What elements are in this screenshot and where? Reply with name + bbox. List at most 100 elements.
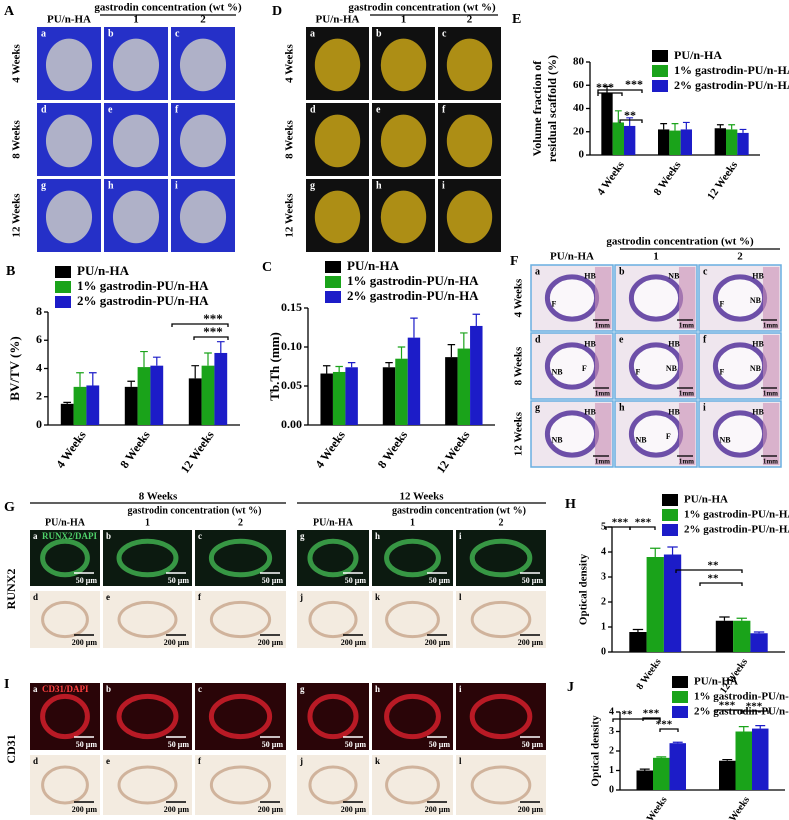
bar bbox=[733, 620, 751, 652]
cell-letter: c bbox=[198, 531, 202, 541]
significance-label: ** bbox=[708, 560, 720, 572]
tissue-ring bbox=[628, 410, 684, 458]
scale-label: 50 μm bbox=[429, 576, 451, 585]
cell-letter: i bbox=[175, 180, 178, 191]
row-label: 4 Weeks bbox=[513, 278, 525, 317]
bar bbox=[345, 367, 358, 425]
legend-label: 2% gastrodin-PU/n-HA bbox=[684, 524, 789, 536]
cell-letter: i bbox=[703, 402, 706, 413]
tissue bbox=[209, 600, 272, 639]
cell-letter: d bbox=[535, 334, 541, 345]
scale-label: 50 μm bbox=[522, 740, 544, 749]
error-bar bbox=[204, 352, 212, 366]
significance-label: *** bbox=[635, 517, 652, 529]
cell-marker: HB bbox=[752, 340, 764, 349]
panel-label: H bbox=[565, 497, 576, 512]
group-title: 12 Weeks bbox=[399, 491, 444, 503]
cell-marker: NB bbox=[720, 435, 732, 444]
significance-bracket bbox=[629, 526, 656, 530]
error-bar bbox=[385, 362, 393, 368]
x-tick-label: 8 Weeks bbox=[640, 795, 669, 820]
row-label: 8 Weeks bbox=[513, 346, 525, 385]
panel-label: C bbox=[262, 260, 272, 275]
significance-bracket bbox=[741, 710, 769, 714]
tissue bbox=[678, 403, 696, 465]
tissue bbox=[678, 335, 696, 397]
panel-label: F bbox=[510, 254, 519, 269]
significance-label: ** bbox=[708, 573, 720, 585]
legend-swatch bbox=[652, 50, 668, 62]
cell-letter: f bbox=[442, 104, 446, 115]
x-tick-label: 12 Weeks bbox=[178, 428, 217, 476]
bar bbox=[612, 122, 624, 155]
error-bar bbox=[152, 356, 161, 366]
cell-marker: F bbox=[720, 299, 725, 308]
bar bbox=[73, 386, 87, 425]
x-tick-label: 4 Weeks bbox=[595, 159, 627, 198]
cell-letter: h bbox=[619, 402, 625, 413]
cell-marker: HB bbox=[668, 408, 680, 417]
tissue bbox=[385, 765, 440, 805]
tissue bbox=[308, 765, 358, 805]
legend-swatch bbox=[55, 296, 71, 308]
scaffold bbox=[45, 38, 93, 92]
y-tick-label: 40 bbox=[573, 102, 585, 114]
tissue bbox=[678, 267, 696, 329]
error-bar bbox=[753, 631, 765, 634]
cell-letter: j bbox=[299, 592, 303, 602]
tissue bbox=[117, 765, 178, 805]
tissue bbox=[594, 403, 612, 465]
error-bar bbox=[639, 768, 650, 771]
y-tick-label: 0 bbox=[601, 646, 606, 657]
error-bar bbox=[410, 317, 418, 338]
cell-marker: NB bbox=[636, 435, 648, 444]
error-bar bbox=[728, 124, 736, 130]
cell-marker: F bbox=[552, 299, 557, 308]
error-bar bbox=[347, 362, 356, 368]
y-tick-label: 0.15 bbox=[281, 300, 302, 314]
cell-letter: f bbox=[198, 592, 202, 602]
cell-letter: c bbox=[442, 28, 447, 39]
cell-letter: f bbox=[198, 756, 202, 766]
stain-label: RUNX2/DAPI bbox=[42, 531, 97, 541]
bar bbox=[719, 760, 736, 790]
bar bbox=[457, 348, 471, 425]
column-label: 1 bbox=[133, 14, 139, 26]
error-bar bbox=[671, 123, 679, 131]
cell-letter: b bbox=[376, 28, 382, 39]
row-label: 4 Weeks bbox=[284, 43, 296, 82]
scale-label: 50 μm bbox=[429, 740, 451, 749]
scale-label: 1mm bbox=[679, 390, 694, 398]
scale-label: 1mm bbox=[595, 322, 610, 330]
scale-label: 50 μm bbox=[168, 740, 190, 749]
error-bar bbox=[191, 365, 200, 379]
bar bbox=[663, 554, 682, 652]
cell-letter: b bbox=[106, 531, 111, 541]
tissue bbox=[307, 538, 359, 578]
significance-label: *** bbox=[746, 701, 763, 713]
scale-label: 200 μm bbox=[425, 638, 451, 647]
error-bar bbox=[716, 124, 724, 129]
y-tick-label: 4 bbox=[601, 546, 606, 557]
panel-header: gastrodin concentration (wt %) bbox=[128, 505, 262, 516]
error-bar bbox=[719, 616, 730, 621]
significance-label: *** bbox=[203, 311, 223, 326]
significance-bracket bbox=[597, 89, 643, 93]
legend-swatch bbox=[55, 281, 71, 293]
legend-swatch bbox=[652, 65, 668, 77]
cell-marker: NB bbox=[666, 364, 678, 373]
stain-label: CD31/DAPI bbox=[42, 684, 89, 694]
bar bbox=[601, 93, 613, 155]
y-tick-label: 8 bbox=[36, 304, 42, 318]
scale-label: 1mm bbox=[763, 322, 778, 330]
legend-label: 2% gastrodin-PU/n-HA bbox=[674, 78, 789, 92]
panel-header: gastrodin concentration (wt %) bbox=[392, 505, 526, 516]
tissue bbox=[41, 600, 89, 639]
y-tick-label: 2 bbox=[609, 745, 614, 756]
tissue bbox=[594, 267, 612, 329]
bar bbox=[669, 743, 686, 790]
scale-label: 200 μm bbox=[518, 638, 544, 647]
error-bar bbox=[397, 346, 406, 359]
tissue bbox=[762, 267, 780, 329]
scale-label: 50 μm bbox=[76, 740, 98, 749]
